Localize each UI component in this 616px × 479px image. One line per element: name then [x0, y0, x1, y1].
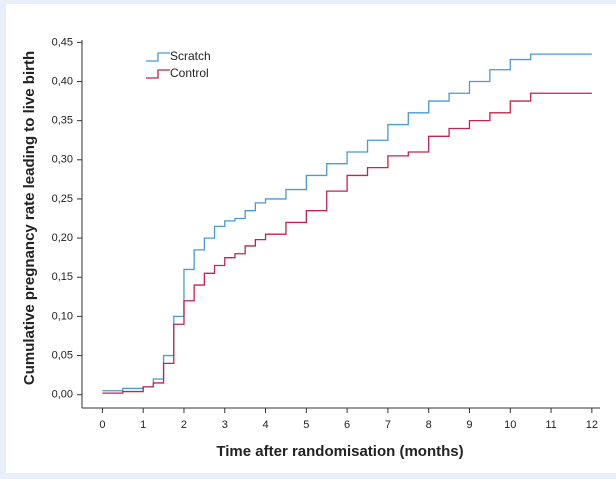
x-tick-label: 7	[385, 419, 391, 431]
y-tick-label: 0,05	[52, 349, 73, 361]
x-tick-label: 12	[586, 419, 598, 431]
y-tick-label: 0,45	[52, 36, 73, 48]
x-tick-label: 1	[140, 419, 146, 431]
legend-label: Scratch	[170, 49, 211, 63]
y-tick-label: 0,15	[52, 271, 73, 283]
y-tick-label: 0,10	[52, 310, 73, 322]
x-tick-label: 5	[303, 419, 309, 431]
y-axis-title: Cumulative pregnancy rate leading to liv…	[21, 51, 38, 385]
y-tick-label: 0,00	[52, 389, 73, 401]
x-tick-label: 11	[545, 419, 556, 431]
x-tick-label: 9	[466, 419, 472, 431]
legend-label: Control	[170, 66, 209, 80]
y-tick-label: 0,25	[52, 193, 73, 205]
x-axis-title: Time after randomisation (months)	[216, 443, 463, 460]
x-tick-label: 8	[426, 419, 432, 431]
x-tick-label: 4	[262, 419, 268, 431]
y-tick-label: 0,35	[52, 115, 73, 127]
legend-marker	[146, 52, 170, 62]
x-tick-label: 6	[344, 419, 350, 431]
y-tick-label: 0,40	[52, 75, 73, 87]
legend-marker	[146, 69, 170, 79]
y-tick-label: 0,20	[52, 232, 73, 244]
y-tick-label: 0,30	[52, 154, 73, 166]
x-tick-label: 2	[181, 419, 187, 431]
x-tick-label: 3	[222, 419, 228, 431]
survival-line	[102, 92, 592, 394]
x-tick-label: 0	[99, 419, 105, 431]
panel	[6, 4, 616, 473]
x-tick-label: 10	[504, 419, 516, 431]
